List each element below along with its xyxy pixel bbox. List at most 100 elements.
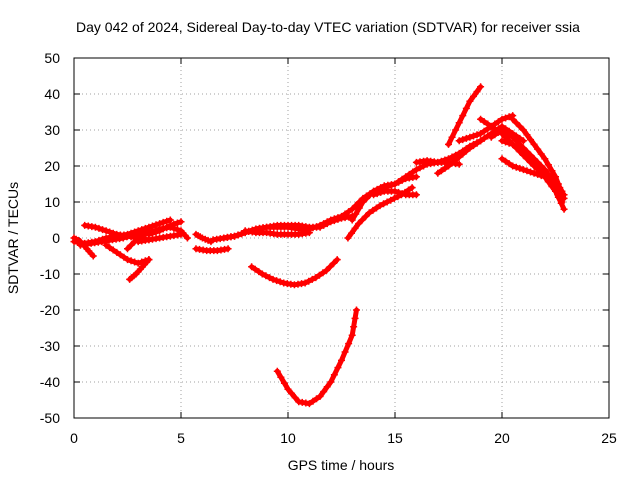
data-point: [265, 274, 273, 282]
data-point: [309, 397, 317, 405]
data-point: [498, 137, 506, 145]
data-point: [377, 188, 385, 196]
series-arc-15: [248, 256, 341, 289]
data-point: [276, 278, 284, 286]
data-point: [530, 140, 538, 148]
data-point: [398, 190, 406, 198]
data-point: [320, 388, 328, 396]
y-tick-label: 10: [44, 194, 60, 210]
data-point: [487, 122, 495, 130]
data-point: [459, 150, 467, 158]
series-arc-11: [192, 245, 232, 255]
data-point: [480, 134, 488, 142]
data-point: [505, 139, 513, 147]
data-point: [348, 205, 356, 213]
data-point: [412, 173, 420, 181]
data-point: [362, 212, 370, 220]
data-point: [333, 256, 341, 264]
data-point: [347, 229, 355, 237]
data-point: [345, 340, 353, 348]
data-point: [344, 234, 352, 242]
data-point: [305, 400, 313, 408]
data-point: [487, 133, 495, 141]
data-point: [498, 155, 506, 163]
data-point: [269, 275, 277, 283]
data-point: [323, 266, 331, 274]
data-point: [224, 245, 232, 253]
data-point: [116, 251, 124, 259]
data-point: [124, 256, 131, 264]
data-point: [308, 275, 316, 283]
data-point: [99, 226, 107, 234]
data-point: [315, 271, 323, 279]
series-arc-14: [241, 227, 313, 238]
data-point: [519, 148, 527, 156]
data-point: [502, 157, 510, 165]
data-point: [319, 269, 327, 277]
data-point: [534, 145, 542, 153]
data-point: [516, 134, 524, 142]
data-point: [466, 97, 474, 105]
data-point: [280, 379, 288, 387]
data-point: [352, 306, 360, 314]
series-arc-16: [273, 306, 360, 408]
data-point: [323, 220, 331, 228]
data-point: [305, 277, 313, 285]
data-point: [466, 133, 474, 141]
data-point: [462, 134, 470, 142]
y-axis-label: SDTVAR / TECUs: [5, 182, 21, 294]
y-tick-label: 20: [44, 158, 60, 174]
data-point: [177, 230, 185, 238]
data-point: [437, 167, 445, 175]
data-point: [170, 220, 178, 228]
data-point: [516, 164, 524, 172]
series-arc-18: [348, 173, 420, 224]
data-point: [494, 128, 502, 136]
data-point: [163, 223, 171, 231]
data-point: [523, 131, 531, 139]
data-point: [395, 188, 403, 196]
data-point: [509, 115, 517, 123]
data-point: [469, 92, 477, 100]
data-point: [455, 160, 463, 168]
data-point: [448, 133, 456, 141]
data-point: [124, 245, 131, 253]
data-point: [473, 131, 481, 139]
data-point: [498, 126, 506, 134]
data-point: [351, 224, 359, 232]
data-point: [462, 104, 470, 112]
data-point: [152, 228, 160, 236]
series-trace: [210, 138, 484, 243]
data-point: [554, 180, 562, 188]
y-tick-label: -40: [40, 374, 60, 390]
data-point: [477, 83, 485, 91]
data-point: [102, 241, 110, 249]
data-point: [163, 217, 171, 225]
data-point: [102, 227, 110, 235]
data-point: [248, 263, 256, 271]
data-point: [341, 348, 349, 356]
data-point: [512, 163, 520, 171]
series-arc-9: [134, 230, 185, 246]
data-point: [113, 248, 121, 256]
data-point: [106, 228, 114, 236]
data-point: [348, 216, 356, 224]
data-point: [530, 158, 538, 166]
data-point: [123, 233, 131, 241]
y-tick-label: -50: [40, 410, 60, 426]
data-point: [505, 131, 513, 139]
data-point: [498, 115, 506, 123]
series-arc-6: [126, 256, 153, 283]
data-point: [91, 223, 99, 231]
data-point: [477, 115, 485, 123]
data-point: [480, 127, 488, 135]
data-point: [552, 173, 559, 181]
data-point: [355, 220, 363, 228]
data-point: [148, 229, 156, 237]
data-point: [552, 187, 559, 195]
data-point: [502, 128, 510, 136]
data-point: [512, 137, 520, 145]
data-point: [258, 270, 266, 278]
data-point: [362, 194, 370, 202]
data-point: [469, 132, 477, 140]
